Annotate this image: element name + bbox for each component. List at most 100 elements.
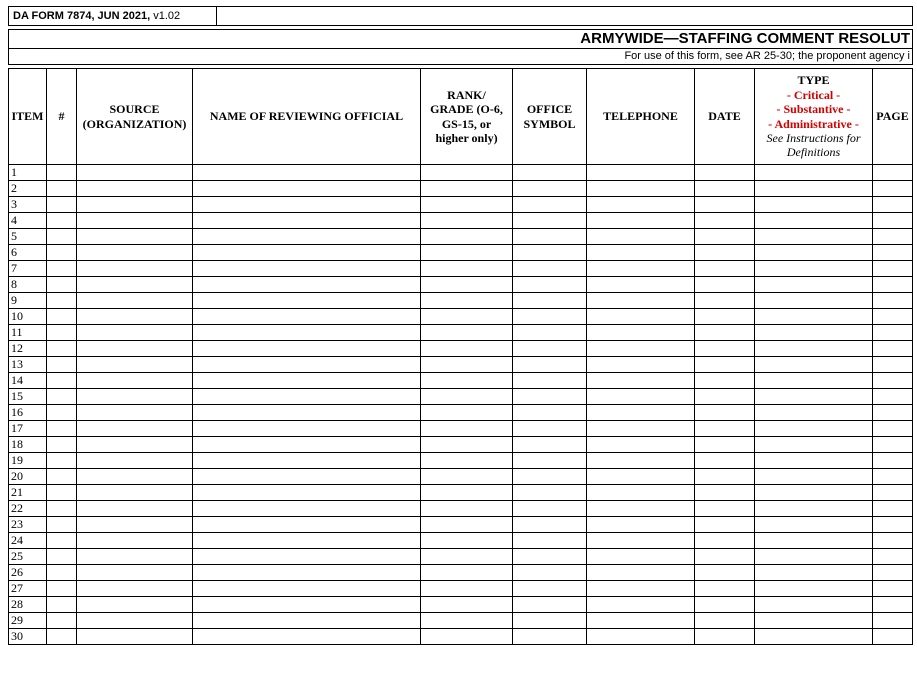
cell-hash[interactable] — [47, 245, 77, 261]
cell-hash[interactable] — [47, 629, 77, 645]
cell-name[interactable] — [193, 261, 421, 277]
cell-hash[interactable] — [47, 565, 77, 581]
cell-telephone[interactable] — [587, 549, 695, 565]
cell-hash[interactable] — [47, 549, 77, 565]
cell-office[interactable] — [513, 549, 587, 565]
cell-hash[interactable] — [47, 325, 77, 341]
cell-source[interactable] — [77, 229, 193, 245]
cell-source[interactable] — [77, 389, 193, 405]
cell-office[interactable] — [513, 421, 587, 437]
cell-source[interactable] — [77, 261, 193, 277]
cell-name[interactable] — [193, 549, 421, 565]
cell-source[interactable] — [77, 613, 193, 629]
cell-date[interactable] — [695, 421, 755, 437]
cell-rank[interactable] — [421, 533, 513, 549]
cell-page[interactable] — [873, 565, 913, 581]
cell-office[interactable] — [513, 357, 587, 373]
cell-telephone[interactable] — [587, 613, 695, 629]
cell-type[interactable] — [755, 309, 873, 325]
cell-hash[interactable] — [47, 373, 77, 389]
cell-type[interactable] — [755, 485, 873, 501]
cell-page[interactable] — [873, 629, 913, 645]
cell-telephone[interactable] — [587, 277, 695, 293]
cell-date[interactable] — [695, 181, 755, 197]
cell-office[interactable] — [513, 389, 587, 405]
cell-name[interactable] — [193, 341, 421, 357]
cell-source[interactable] — [77, 469, 193, 485]
cell-source[interactable] — [77, 357, 193, 373]
cell-date[interactable] — [695, 389, 755, 405]
cell-date[interactable] — [695, 437, 755, 453]
cell-name[interactable] — [193, 469, 421, 485]
cell-rank[interactable] — [421, 357, 513, 373]
cell-rank[interactable] — [421, 261, 513, 277]
cell-hash[interactable] — [47, 533, 77, 549]
cell-office[interactable] — [513, 229, 587, 245]
cell-name[interactable] — [193, 213, 421, 229]
cell-page[interactable] — [873, 341, 913, 357]
cell-source[interactable] — [77, 277, 193, 293]
cell-hash[interactable] — [47, 389, 77, 405]
cell-telephone[interactable] — [587, 533, 695, 549]
cell-rank[interactable] — [421, 485, 513, 501]
cell-page[interactable] — [873, 373, 913, 389]
cell-type[interactable] — [755, 373, 873, 389]
cell-source[interactable] — [77, 421, 193, 437]
cell-telephone[interactable] — [587, 517, 695, 533]
cell-date[interactable] — [695, 597, 755, 613]
cell-rank[interactable] — [421, 389, 513, 405]
cell-name[interactable] — [193, 181, 421, 197]
cell-page[interactable] — [873, 197, 913, 213]
cell-office[interactable] — [513, 565, 587, 581]
cell-name[interactable] — [193, 565, 421, 581]
cell-page[interactable] — [873, 245, 913, 261]
cell-page[interactable] — [873, 581, 913, 597]
cell-telephone[interactable] — [587, 325, 695, 341]
cell-hash[interactable] — [47, 421, 77, 437]
cell-rank[interactable] — [421, 245, 513, 261]
cell-date[interactable] — [695, 165, 755, 181]
cell-page[interactable] — [873, 613, 913, 629]
cell-rank[interactable] — [421, 565, 513, 581]
cell-rank[interactable] — [421, 421, 513, 437]
cell-office[interactable] — [513, 293, 587, 309]
cell-type[interactable] — [755, 533, 873, 549]
cell-office[interactable] — [513, 517, 587, 533]
cell-source[interactable] — [77, 373, 193, 389]
cell-date[interactable] — [695, 261, 755, 277]
cell-name[interactable] — [193, 405, 421, 421]
cell-rank[interactable] — [421, 309, 513, 325]
cell-rank[interactable] — [421, 629, 513, 645]
cell-office[interactable] — [513, 373, 587, 389]
cell-rank[interactable] — [421, 613, 513, 629]
cell-source[interactable] — [77, 597, 193, 613]
cell-hash[interactable] — [47, 341, 77, 357]
cell-source[interactable] — [77, 165, 193, 181]
cell-type[interactable] — [755, 181, 873, 197]
cell-date[interactable] — [695, 229, 755, 245]
cell-name[interactable] — [193, 197, 421, 213]
cell-telephone[interactable] — [587, 629, 695, 645]
cell-page[interactable] — [873, 405, 913, 421]
cell-office[interactable] — [513, 309, 587, 325]
cell-date[interactable] — [695, 469, 755, 485]
cell-hash[interactable] — [47, 181, 77, 197]
cell-office[interactable] — [513, 469, 587, 485]
cell-date[interactable] — [695, 325, 755, 341]
cell-hash[interactable] — [47, 197, 77, 213]
cell-page[interactable] — [873, 389, 913, 405]
cell-name[interactable] — [193, 373, 421, 389]
cell-name[interactable] — [193, 517, 421, 533]
cell-name[interactable] — [193, 293, 421, 309]
cell-page[interactable] — [873, 453, 913, 469]
cell-source[interactable] — [77, 533, 193, 549]
cell-name[interactable] — [193, 165, 421, 181]
cell-rank[interactable] — [421, 581, 513, 597]
cell-rank[interactable] — [421, 405, 513, 421]
cell-type[interactable] — [755, 245, 873, 261]
cell-telephone[interactable] — [587, 389, 695, 405]
cell-type[interactable] — [755, 613, 873, 629]
cell-hash[interactable] — [47, 501, 77, 517]
cell-date[interactable] — [695, 373, 755, 389]
cell-telephone[interactable] — [587, 405, 695, 421]
